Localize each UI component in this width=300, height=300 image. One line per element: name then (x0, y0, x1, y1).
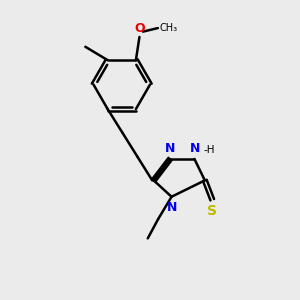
Text: S: S (207, 204, 217, 218)
Text: -H: -H (204, 145, 215, 155)
Text: CH₃: CH₃ (159, 23, 178, 33)
Text: N: N (190, 142, 200, 155)
Text: O: O (134, 22, 145, 35)
Text: N: N (165, 142, 175, 155)
Text: N: N (167, 201, 177, 214)
